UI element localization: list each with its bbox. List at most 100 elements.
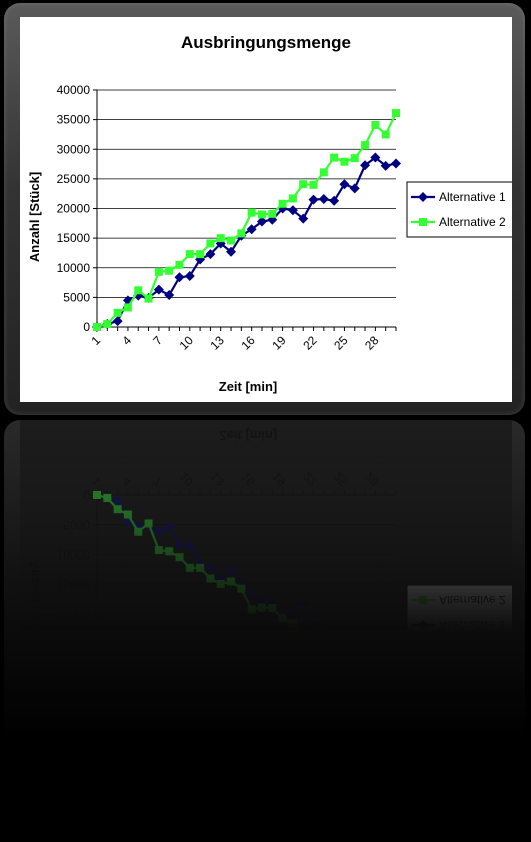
x-tick-label: 16 (238, 333, 258, 353)
reflection-data-point-square (381, 683, 390, 692)
y-tick-label: 5000 (63, 290, 90, 304)
data-point-diamond (339, 179, 350, 190)
reflection-data-point-diamond (308, 617, 319, 628)
x-tick-label: 10 (177, 333, 197, 353)
x-tick-label: 22 (300, 333, 320, 353)
data-point-diamond (246, 224, 257, 235)
reflection-data-point-square (103, 493, 112, 502)
data-point-square (93, 323, 101, 331)
reflection-data-point-square (309, 633, 318, 642)
reflection-data-point-diamond (256, 595, 267, 606)
y-tick-label: 0 (83, 320, 90, 334)
reflection-data-point-diamond (174, 539, 185, 550)
data-point-square (278, 199, 287, 208)
reflection-data-point-square (134, 527, 143, 536)
data-point-diamond (153, 284, 164, 295)
reflection-data-point-diamond (380, 651, 391, 662)
reflection-data-point-diamond (370, 659, 381, 670)
data-point-diamond (391, 158, 401, 169)
reflection-y-tick-label: 10000 (57, 547, 91, 561)
reflection-data-point-square (299, 633, 308, 642)
x-tick-label: 1 (88, 333, 103, 348)
reflection-data-point-square (350, 659, 359, 668)
x-tick-label: 19 (269, 333, 289, 353)
reflection-data-point-square (278, 614, 287, 623)
reflection-data-point-square (154, 546, 163, 555)
reflection-x-tick-label: 22 (300, 469, 320, 489)
data-point-square (288, 194, 297, 203)
reflection-y-tick-label: 5000 (63, 518, 90, 532)
reflection-data-point-square (144, 519, 153, 528)
y-tick-label: 40000 (57, 83, 91, 97)
reflection-legend-box (406, 584, 512, 641)
reflection-legend-label: Alternative 1 (439, 618, 506, 632)
data-point-square (206, 239, 215, 248)
data-point-diamond (226, 246, 237, 257)
reflection-data-point-diamond (226, 565, 237, 576)
data-point-square (319, 168, 328, 177)
y-tick-label: 10000 (57, 261, 91, 275)
reflection-data-point-square (268, 604, 277, 613)
reflection-data-point-diamond (164, 521, 175, 532)
reflection-y-tick-label: 20000 (57, 607, 91, 621)
y-ticks: 0 5000 10000 15000 20000 25000 30000 35000 40000 (57, 83, 97, 334)
data-point-square (257, 210, 266, 219)
reflection-series-line-1 (96, 493, 397, 666)
reflection-y-tick-label: 40000 (57, 725, 91, 739)
reflection-y-tick-label: 25000 (57, 636, 91, 650)
reflection-y-tick-label: 15000 (57, 577, 91, 591)
reflection-x-tick-label: 1 (88, 474, 103, 489)
reflection-chart-title: Ausbringungsmenge (181, 770, 351, 789)
legend-marker-square (419, 218, 427, 226)
data-point-square (154, 267, 163, 276)
data-point-square (113, 308, 122, 317)
reflection-legend-marker-diamond (418, 620, 428, 630)
reflection-x-tick-label: 4 (119, 474, 134, 489)
line-chart: Ausbringungsmenge Anzahl [Stück] Zeit [m… (27, 33, 512, 394)
reflected-chart: Ausbringungsmenge Anzahl [Stück] Zeit [min… (27, 428, 512, 789)
reflection-y-tick-label: 30000 (57, 666, 91, 680)
y-tick-label: 20000 (57, 202, 91, 216)
reflection-data-point-square (288, 619, 297, 628)
reflection-x-ticks: 1 4 7 10 13 16 19 22 25 28 (88, 469, 397, 495)
reflection-data-point-square (216, 579, 225, 588)
data-point-square (340, 157, 349, 166)
data-point-square (165, 266, 174, 275)
data-point-square (175, 260, 184, 269)
reflection-data-point-square (93, 491, 101, 499)
data-point-square (392, 109, 400, 118)
reflection-legend: Alternative 1 Alternative 2 (406, 584, 512, 641)
reflection-data-point-diamond (153, 527, 164, 538)
reflection-x-axis-label: Zeit [min] (219, 428, 278, 443)
reflection-data-point-square (185, 563, 194, 572)
data-point-diamond (318, 194, 329, 205)
data-point-square (268, 209, 277, 218)
data-point-square (247, 208, 256, 217)
x-tick-label: 4 (119, 333, 134, 348)
data-point-square (309, 180, 318, 189)
data-point-diamond (349, 183, 360, 194)
data-point-square (144, 294, 153, 303)
legend: Alternative 1 Alternative 2 (406, 181, 512, 238)
reflection-data-point-diamond (298, 598, 309, 609)
reflection-data-point-square (257, 603, 266, 612)
data-point-diamond (329, 195, 340, 206)
x-tick-label: 7 (150, 333, 165, 348)
data-point-square (227, 236, 236, 245)
reflection-data-point-diamond (205, 562, 216, 573)
data-point-diamond (360, 160, 371, 171)
data-point-diamond (112, 316, 123, 327)
reflection-data-point-diamond (122, 516, 133, 527)
data-point-diamond (380, 160, 391, 171)
legend-label: Alternative 2 (439, 215, 506, 229)
reflection-series-layer (92, 490, 401, 713)
x-tick-label: 13 (207, 333, 227, 353)
data-point-diamond (164, 290, 175, 301)
data-point-square (196, 250, 205, 259)
reflection-y-axis-label: Anzahl [Stück] (27, 560, 42, 650)
data-point-diamond (370, 152, 381, 163)
reflection-data-point-square (123, 510, 132, 519)
reflection-data-point-square (113, 505, 122, 514)
x-ticks: 1 4 7 10 13 16 19 22 25 28 (88, 327, 397, 353)
reflection-data-point-square (165, 547, 174, 556)
